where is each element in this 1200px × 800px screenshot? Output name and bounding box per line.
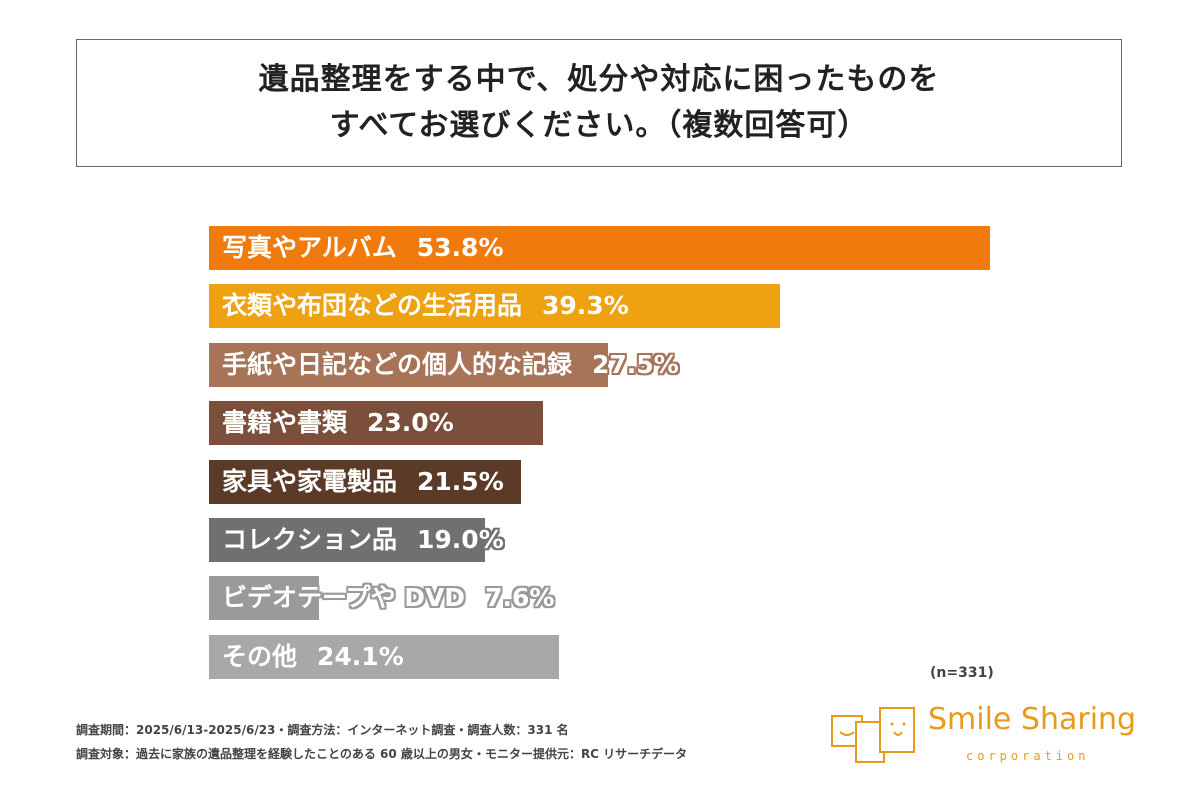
category-label: コレクション品 bbox=[222, 525, 398, 554]
value-label: 21.5% bbox=[417, 466, 504, 496]
value-label: 19.0% bbox=[417, 525, 504, 554]
value-label: 39.3% bbox=[542, 291, 629, 321]
footer-survey-period: 調査期間：2025/6/13-2025/6/23・調査方法：インターネット調査・… bbox=[76, 723, 569, 737]
title-line-2: すべてお選びください。（複数回答可） bbox=[329, 108, 869, 143]
bar-label: コレクション品 19.0% bbox=[222, 518, 504, 562]
bar-label: 写真やアルバム 53.8% bbox=[222, 226, 504, 270]
bar-label: 手紙や日記などの個人的な記録 27.5% bbox=[222, 343, 679, 387]
value-label: 27.5% bbox=[592, 349, 679, 379]
bar-label: ビデオテープや DVD 7.6% bbox=[222, 576, 554, 620]
category-label: 衣類や布団などの生活用品 bbox=[222, 291, 523, 321]
title-line-1: 遺品整理をする中で、処分や対応に困ったものを bbox=[258, 62, 940, 97]
bar bbox=[209, 284, 780, 329]
bar bbox=[209, 226, 990, 270]
smile-faces-icon bbox=[831, 707, 915, 763]
bar bbox=[209, 401, 543, 446]
bar bbox=[209, 634, 559, 679]
bar-label: その他 24.1% bbox=[222, 635, 404, 679]
value-label: 53.8% bbox=[416, 233, 504, 262]
footer-survey-target: 調査対象：過去に家族の遺品整理を経験したことのある 60 歳以上の男女・モニター… bbox=[76, 747, 688, 761]
value-label: 24.1% bbox=[317, 641, 404, 671]
category-label: その他 bbox=[222, 641, 298, 671]
category-label: 写真やアルバム bbox=[222, 233, 397, 262]
question-title-box: 遺品整理をする中で、処分や対応に困ったものを すべてお選びください。（複数回答可… bbox=[76, 39, 1122, 167]
bar-label: 書籍や書類 23.0% bbox=[222, 401, 454, 445]
bar bbox=[209, 459, 522, 504]
value-label: 7.6% bbox=[485, 583, 555, 613]
bar-label: 衣類や布団などの生活用品 39.3% bbox=[222, 284, 629, 328]
sample-size: (n=331) bbox=[930, 665, 994, 681]
category-label: 家具や家電製品 bbox=[222, 466, 398, 496]
bar bbox=[209, 576, 320, 621]
bar bbox=[209, 342, 609, 387]
bar-label: 家具や家電製品 21.5% bbox=[222, 460, 504, 504]
bar bbox=[209, 518, 485, 562]
company-logo: Smile Sharing corporation bbox=[828, 702, 1148, 774]
value-label: 23.0% bbox=[367, 408, 454, 438]
category-label: ビデオテープや DVD bbox=[222, 583, 466, 613]
logo-name: Smile Sharing bbox=[928, 702, 1137, 737]
category-label: 書籍や書類 bbox=[222, 408, 348, 438]
category-label: 手紙や日記などの個人的な記録 bbox=[222, 349, 573, 379]
logo-sub: corporation bbox=[966, 749, 1090, 763]
